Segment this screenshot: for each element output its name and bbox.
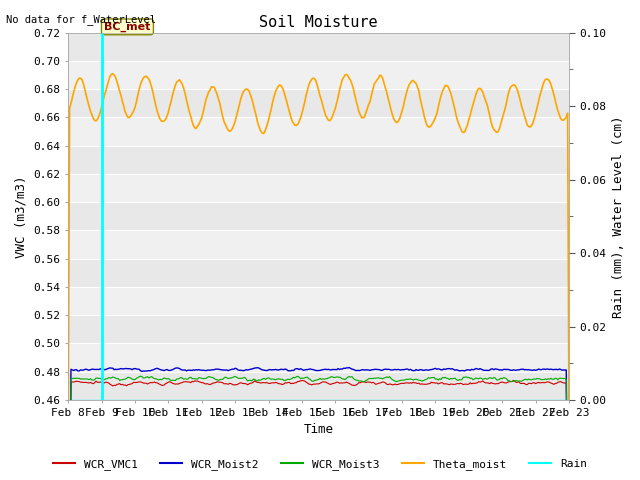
- Bar: [68, 315, 569, 344]
- Bar: [68, 174, 569, 202]
- Bar: [68, 259, 569, 287]
- Y-axis label: VWC (m3/m3): VWC (m3/m3): [15, 175, 28, 258]
- Bar: [68, 61, 569, 89]
- Bar: [68, 202, 569, 230]
- Text: BC_met: BC_met: [104, 22, 150, 32]
- Bar: [68, 145, 569, 174]
- Bar: [68, 33, 569, 61]
- Y-axis label: Rain (mm), Water Level (cm): Rain (mm), Water Level (cm): [612, 115, 625, 318]
- Bar: [68, 372, 569, 400]
- Bar: [68, 89, 569, 117]
- Bar: [68, 230, 569, 259]
- Bar: [68, 287, 569, 315]
- Legend: WCR_VMC1, WCR_Moist2, WCR_Moist3, Theta_moist, Rain: WCR_VMC1, WCR_Moist2, WCR_Moist3, Theta_…: [48, 455, 592, 474]
- Title: Soil Moisture: Soil Moisture: [259, 15, 378, 30]
- X-axis label: Time: Time: [303, 423, 333, 436]
- Bar: [68, 117, 569, 145]
- Text: No data for f_WaterLevel: No data for f_WaterLevel: [6, 14, 156, 25]
- Bar: [68, 344, 569, 372]
